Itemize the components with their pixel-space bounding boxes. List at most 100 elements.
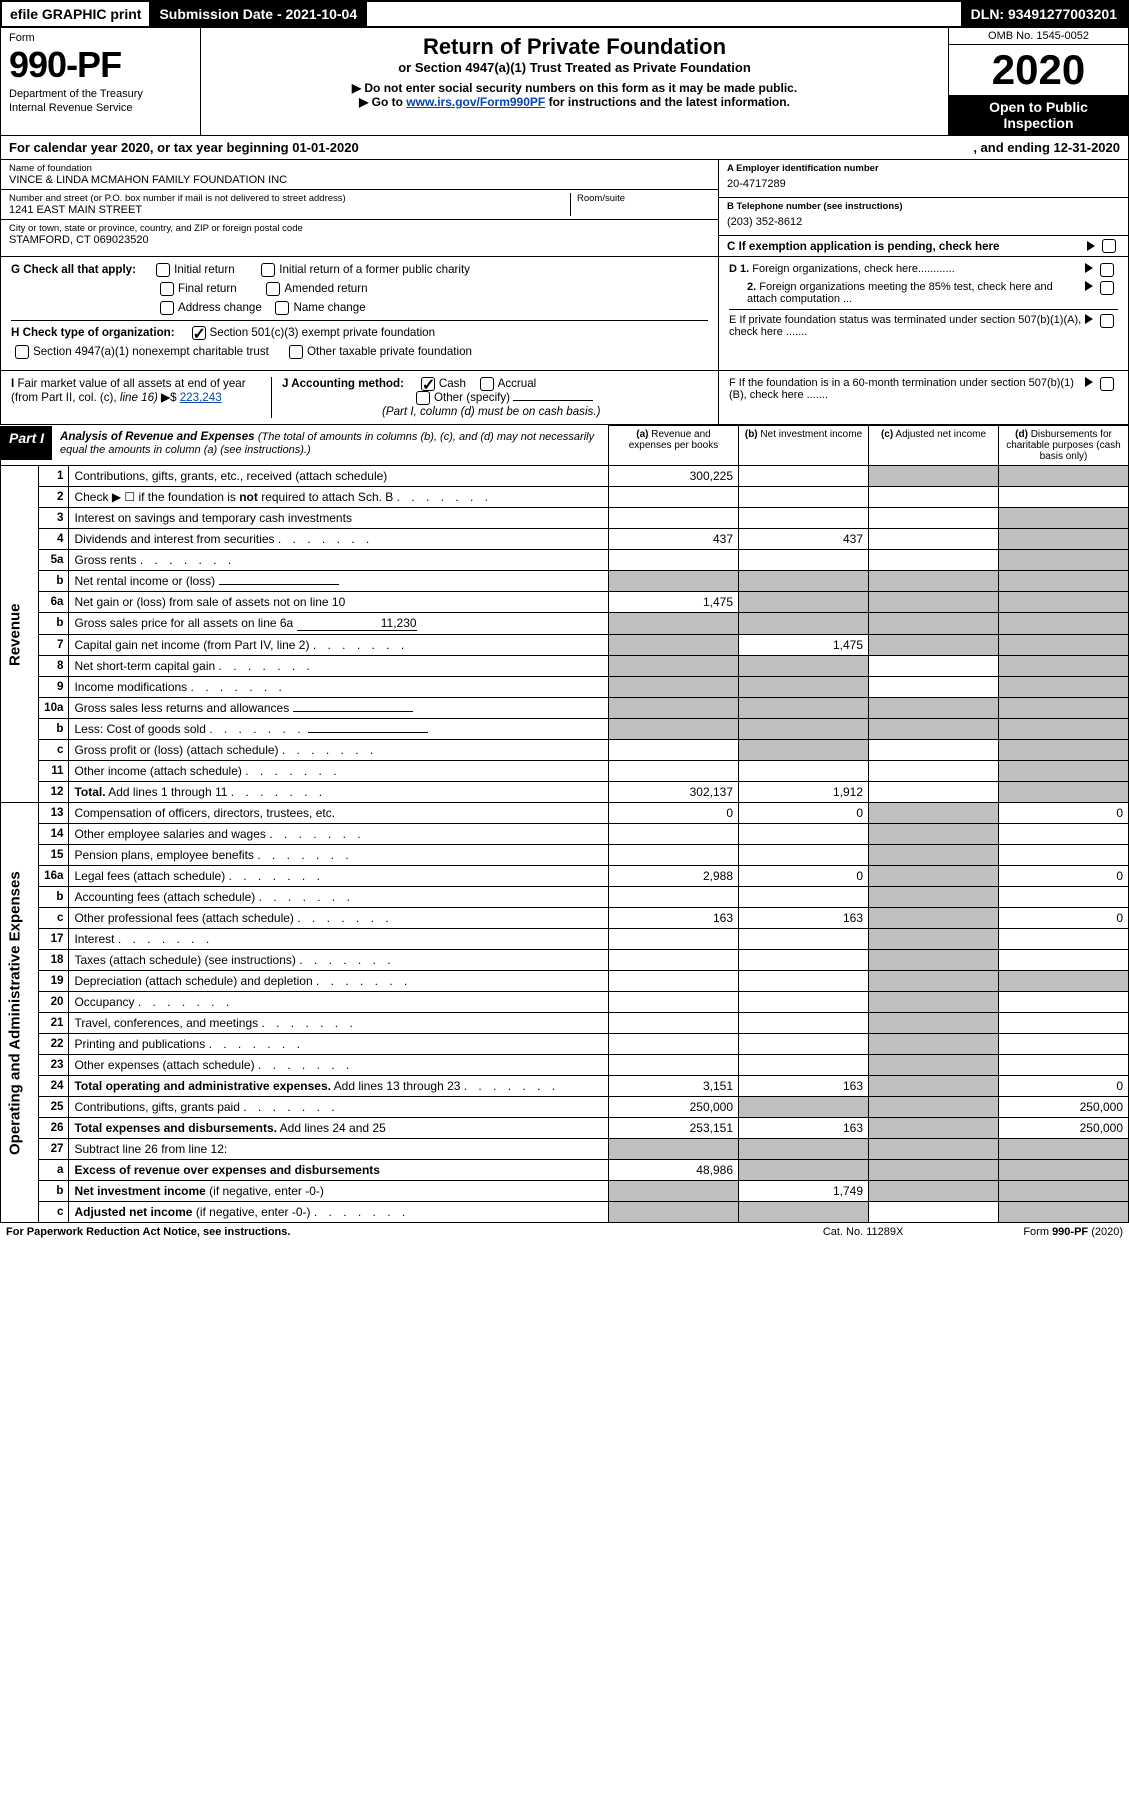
arrow-icon	[1085, 314, 1093, 324]
header-left: Form 990-PF Department of the Treasury I…	[1, 28, 201, 135]
amount-cell	[999, 550, 1129, 571]
amount-cell	[739, 971, 869, 992]
line-desc: Gross profit or (loss) (attach schedule)…	[69, 740, 609, 761]
line-desc: Gross sales less returns and allowances	[69, 698, 609, 719]
line-number: 27	[39, 1139, 69, 1160]
amount-cell	[739, 698, 869, 719]
amount-cell	[999, 487, 1129, 508]
g-name-checkbox[interactable]	[275, 301, 289, 315]
amount-cell	[999, 466, 1129, 487]
line-desc: Interest . . . . . . .	[69, 929, 609, 950]
line-number: b	[39, 571, 69, 592]
line-number: 9	[39, 677, 69, 698]
amount-cell: 0	[739, 803, 869, 824]
h-other-checkbox[interactable]	[289, 345, 303, 359]
line-number: 12	[39, 782, 69, 803]
amount-cell	[999, 571, 1129, 592]
amount-cell	[739, 992, 869, 1013]
line-number: 17	[39, 929, 69, 950]
d2-checkbox[interactable]	[1100, 281, 1114, 295]
arrow-icon	[1085, 377, 1093, 387]
arrow-icon	[1085, 263, 1093, 273]
room-label: Room/suite	[577, 193, 710, 204]
expenses-sidelabel: Operating and Administrative Expenses	[1, 803, 39, 1223]
amount-cell	[739, 761, 869, 782]
table-row: Operating and Administrative Expenses13C…	[1, 803, 1129, 824]
irs-link[interactable]: www.irs.gov/Form990PF	[406, 95, 545, 109]
amount-cell: 163	[609, 908, 739, 929]
amount-cell	[609, 677, 739, 698]
d1-checkbox[interactable]	[1100, 263, 1114, 277]
amount-cell	[869, 529, 999, 550]
amount-cell	[869, 950, 999, 971]
j-accrual-checkbox[interactable]	[480, 377, 494, 391]
amount-cell	[869, 613, 999, 635]
line-number: 7	[39, 635, 69, 656]
name-row: Name of foundation VINCE & LINDA MCMAHON…	[1, 160, 718, 190]
amount-cell	[609, 761, 739, 782]
line-number: 6a	[39, 592, 69, 613]
e-checkbox[interactable]	[1100, 314, 1114, 328]
line-number: 25	[39, 1097, 69, 1118]
amount-cell: 250,000	[609, 1097, 739, 1118]
efile-label[interactable]: efile GRAPHIC print	[2, 3, 149, 25]
amount-cell	[609, 1181, 739, 1202]
table-row: 11Other income (attach schedule) . . . .…	[1, 761, 1129, 782]
table-row: 19Depreciation (attach schedule) and dep…	[1, 971, 1129, 992]
amount-cell	[609, 1034, 739, 1055]
g-amended-checkbox[interactable]	[266, 282, 280, 296]
line-desc: Accounting fees (attach schedule) . . . …	[69, 887, 609, 908]
amount-cell	[999, 635, 1129, 656]
fmv-link[interactable]: 223,243	[180, 391, 222, 404]
g-address-checkbox[interactable]	[160, 301, 174, 315]
j-other-checkbox[interactable]	[416, 391, 430, 405]
f-checkbox[interactable]	[1100, 377, 1114, 391]
table-row: 23Other expenses (attach schedule) . . .…	[1, 1055, 1129, 1076]
line-desc: Dividends and interest from securities .…	[69, 529, 609, 550]
line-desc: Total expenses and disbursements. Add li…	[69, 1118, 609, 1139]
line-number: b	[39, 1181, 69, 1202]
amount-cell	[869, 677, 999, 698]
amount-cell	[739, 466, 869, 487]
amount-cell	[999, 845, 1129, 866]
line-number: b	[39, 887, 69, 908]
amount-cell: 437	[739, 529, 869, 550]
form-header: Form 990-PF Department of the Treasury I…	[0, 28, 1129, 136]
cal-year-end: , and ending 12-31-2020	[973, 140, 1120, 155]
line-desc: Less: Cost of goods sold . . . . . . .	[69, 719, 609, 740]
amount-cell	[739, 719, 869, 740]
j-cash-checkbox[interactable]	[421, 377, 435, 391]
amount-cell	[739, 592, 869, 613]
g-final-checkbox[interactable]	[160, 282, 174, 296]
amount-cell	[999, 613, 1129, 635]
col-d-header: (d) Disbursements for charitable purpose…	[999, 426, 1129, 466]
table-row: 10aGross sales less returns and allowanc…	[1, 698, 1129, 719]
line-desc: Capital gain net income (from Part IV, l…	[69, 635, 609, 656]
amount-cell	[999, 824, 1129, 845]
street-address: 1241 EAST MAIN STREET	[9, 204, 570, 216]
line-desc: Printing and publications . . . . . . .	[69, 1034, 609, 1055]
g-initial-former-checkbox[interactable]	[261, 263, 275, 277]
h-4947-checkbox[interactable]	[15, 345, 29, 359]
amount-cell	[609, 571, 739, 592]
table-row: 7Capital gain net income (from Part IV, …	[1, 635, 1129, 656]
line-number: 16a	[39, 866, 69, 887]
foundation-name: VINCE & LINDA MCMAHON FAMILY FOUNDATION …	[9, 174, 710, 186]
line-desc: Other professional fees (attach schedule…	[69, 908, 609, 929]
table-row: bNet investment income (if negative, ent…	[1, 1181, 1129, 1202]
amount-cell	[609, 740, 739, 761]
amount-cell	[999, 719, 1129, 740]
h-501c3-checkbox[interactable]	[192, 326, 206, 340]
amount-cell	[869, 845, 999, 866]
dept-treasury: Department of the Treasury	[9, 88, 192, 100]
id-left: Name of foundation VINCE & LINDA MCMAHON…	[1, 160, 718, 256]
exempt-checkbox[interactable]	[1102, 239, 1116, 253]
amount-cell	[999, 992, 1129, 1013]
table-row: 5aGross rents . . . . . . .	[1, 550, 1129, 571]
line-number: 18	[39, 950, 69, 971]
amount-cell: 0	[609, 803, 739, 824]
g-initial-checkbox[interactable]	[156, 263, 170, 277]
line-desc: Contributions, gifts, grants paid . . . …	[69, 1097, 609, 1118]
j-label: J Accounting method:	[282, 377, 404, 390]
line-number: 11	[39, 761, 69, 782]
